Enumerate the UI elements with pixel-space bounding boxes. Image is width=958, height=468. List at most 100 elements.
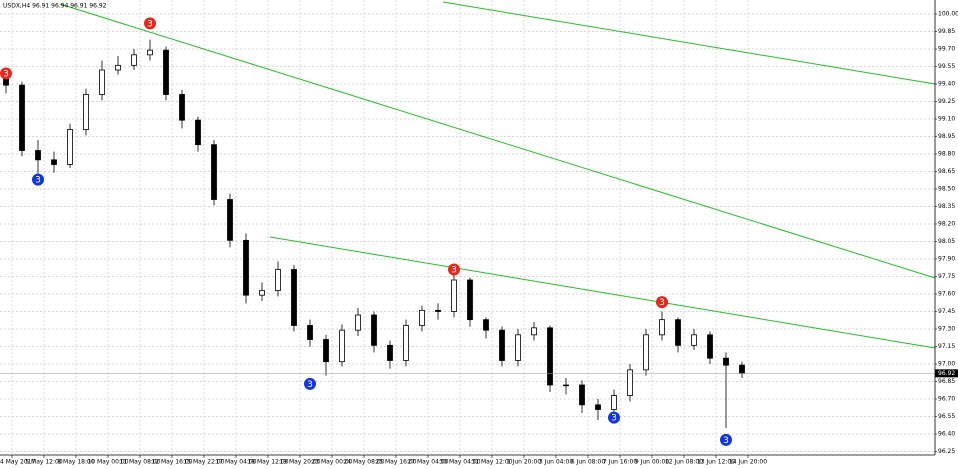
candle-body — [163, 49, 169, 95]
signal-label: 3 — [723, 436, 729, 446]
x-tick-label: 12 May 16:00 — [151, 459, 192, 466]
candle-body — [403, 325, 409, 361]
candle-body — [339, 329, 345, 363]
candle-body — [179, 94, 185, 121]
trend-line — [269, 236, 936, 349]
x-tick-label: 8 May 18:00 — [57, 459, 95, 466]
candle-body — [323, 339, 329, 363]
candle-body — [115, 64, 121, 71]
candle-body — [659, 319, 665, 336]
x-tick-label: 3 Jun 04:00 — [539, 459, 573, 466]
x-tick-label: 6 Jun 08:00 — [571, 459, 605, 466]
y-tick-label: 97.00 — [938, 361, 955, 368]
x-tick-label: 9 Jun 00:00 — [635, 459, 669, 466]
signal-marker — [32, 173, 44, 186]
signal-marker — [0, 67, 12, 80]
candle-body — [131, 54, 137, 66]
y-tick-label: 96.70 — [938, 396, 955, 403]
y-tick-label: 99.40 — [938, 81, 955, 88]
x-tick-label: 11 May 08:00 — [119, 459, 160, 466]
candle-body — [739, 364, 745, 374]
candle-body — [643, 334, 649, 371]
y-tick-label: 96.55 — [938, 413, 955, 420]
candle-body — [419, 309, 425, 326]
current-price-label: 96.92 — [938, 370, 955, 377]
y-tick-label: 96.25 — [938, 448, 955, 455]
candle-body — [595, 404, 601, 410]
x-tick-label: 1 Jun 20:00 — [507, 459, 541, 466]
candle-body — [675, 319, 681, 346]
signal-label: 3 — [611, 414, 617, 424]
candle-body — [83, 94, 89, 130]
signal-label: 3 — [659, 298, 665, 308]
candle-body — [19, 84, 25, 151]
candle-body — [355, 314, 361, 331]
x-tick-label: 17 May 04:00 — [215, 459, 256, 466]
x-tick-label: 30 May 04:00 — [439, 459, 480, 466]
candle-body — [499, 329, 505, 361]
candle-body — [563, 384, 569, 387]
signal-marker — [656, 296, 668, 309]
y-tick-label: 98.80 — [938, 151, 955, 158]
y-tick-label: 98.65 — [938, 168, 955, 175]
signal-marker — [144, 17, 156, 30]
x-tick-label: 27 May 04:00 — [407, 459, 448, 466]
candle-body — [723, 357, 729, 366]
y-tick-label: 97.60 — [938, 291, 955, 298]
candle-body — [627, 369, 633, 396]
y-tick-label: 99.70 — [938, 46, 955, 53]
x-tick-label: 15 May 22:00 — [183, 459, 224, 466]
x-tick-label: 10 May 00:00 — [87, 459, 128, 466]
y-tick-label: 99.55 — [938, 63, 955, 70]
y-tick-label: 98.35 — [938, 203, 955, 210]
y-tick-label: 96.40 — [938, 431, 955, 438]
y-tick-label: 97.30 — [938, 326, 955, 333]
x-tick-label: 23 May 00:00 — [311, 459, 352, 466]
y-tick-label: 98.20 — [938, 221, 955, 228]
candle-body — [35, 150, 41, 161]
y-tick-label: 97.90 — [938, 256, 955, 263]
y-tick-label: 98.95 — [938, 133, 955, 140]
y-tick-label: 99.25 — [938, 98, 955, 105]
candle-body — [371, 314, 377, 346]
candle-body — [307, 325, 313, 340]
signal-label: 3 — [3, 70, 9, 80]
signal-marker — [304, 377, 316, 390]
signal-marker — [608, 411, 620, 424]
candle-body — [67, 129, 73, 165]
candle-body — [611, 395, 617, 410]
candle-body — [275, 269, 281, 291]
candle-body — [259, 290, 265, 296]
candle-body — [147, 49, 153, 56]
candle-body — [227, 199, 233, 241]
signal-label: 3 — [35, 176, 41, 186]
x-tick-label: 5 May 12:00 — [25, 459, 63, 466]
candle-body — [435, 309, 441, 312]
candle-body — [451, 279, 457, 312]
signal-label: 3 — [147, 19, 153, 29]
x-tick-label: 7 Jun 16:00 — [603, 459, 637, 466]
candle-body — [483, 319, 489, 331]
y-tick-label: 99.85 — [938, 28, 955, 35]
signal-marker — [448, 263, 460, 276]
trend-line — [442, 1, 936, 85]
y-tick-label: 98.50 — [938, 186, 955, 193]
y-tick-label: 97.45 — [938, 308, 955, 315]
candle-body — [99, 69, 105, 95]
x-tick-label: 31 May 12:00 — [471, 459, 512, 466]
candle-body — [579, 384, 585, 406]
y-tick-label: 96.85 — [938, 378, 955, 385]
x-tick-label: 24 May 08:00 — [343, 459, 384, 466]
x-tick-label: 18 May 12:00 — [247, 459, 288, 466]
x-tick-label: 14 Jun 20:00 — [729, 459, 767, 466]
x-tick-label: 25 May 16:00 — [375, 459, 416, 466]
candle-body — [51, 159, 57, 165]
candle-body — [291, 269, 297, 326]
y-tick-label: 98.05 — [938, 238, 955, 245]
y-tick-label: 97.15 — [938, 343, 955, 350]
candle-body — [707, 334, 713, 359]
candle-body — [547, 327, 553, 386]
candle-body — [531, 327, 537, 336]
